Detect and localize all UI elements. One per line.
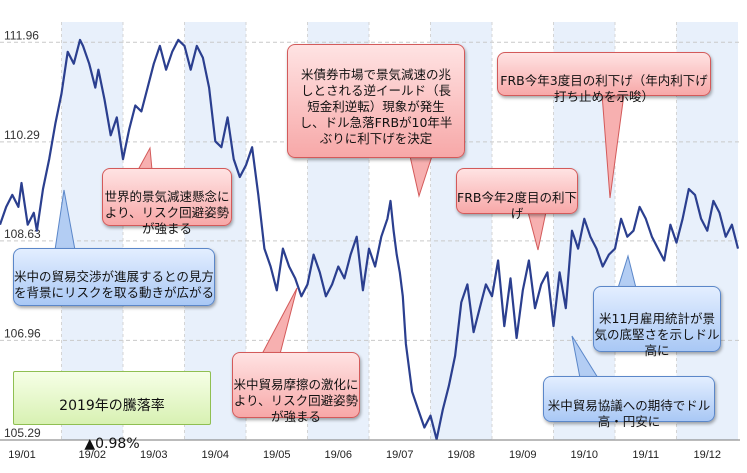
y-tick-label-3: 106.96 xyxy=(4,326,41,340)
y-tick-label-2: 108.63 xyxy=(4,227,41,241)
x-tick-label-4: 19/05 xyxy=(263,449,291,461)
annotation-frb-second-cut-text: FRB今年2度目の利下げ xyxy=(457,190,577,221)
y-tick-label-0: 111.96 xyxy=(4,28,39,42)
x-tick-label-9: 19/10 xyxy=(570,449,598,461)
y-tick-label-4: 105.29 xyxy=(4,426,41,440)
yearly-change-value: ▲0.98% xyxy=(84,436,140,452)
x-tick-label-11: 19/12 xyxy=(693,449,721,461)
annotation-us-china-progress: 米中の貿易交渉が進展するとの見方を背景にリスクを取る動きが広がる xyxy=(13,248,215,306)
y-tick-label-1: 110.29 xyxy=(4,128,40,142)
x-tick-label-2: 19/03 xyxy=(140,449,168,461)
annotation-yield-inversion-text: 米債券市場で景気減速の兆しとされる逆イールド（長短金利逆転）現象が発生し、ドル急… xyxy=(299,67,453,146)
x-tick-label-1: 19/02 xyxy=(78,449,106,461)
annotation-yield-inversion: 米債券市場で景気減速の兆しとされる逆イールド（長短金利逆転）現象が発生し、ドル急… xyxy=(287,44,465,158)
pointer-frb-second-cut xyxy=(527,211,547,251)
annotation-trade-talks-hope-text: 米中貿易協議への期待でドル高・円安に xyxy=(547,398,711,429)
x-tick-label-8: 19/09 xyxy=(509,449,537,461)
annotation-frb-second-cut: FRB今年2度目の利下げ xyxy=(456,168,578,221)
yearly-change-box: 2019年の騰落率 ▲0.98% xyxy=(13,371,211,452)
annotation-global-slowdown: 世界的景気減速懸念により、リスク回避姿勢が強まる xyxy=(102,168,232,236)
yearly-change-title: 2019年の騰落率 xyxy=(59,398,165,414)
annotation-trade-talks-hope: 米中貿易協議への期待でドル高・円安に xyxy=(543,376,715,429)
x-tick-label-0: 19/01 xyxy=(8,449,36,461)
annotation-us-jobs-text: 米11月雇用統計が景気の底堅さを示しドル高に xyxy=(594,311,720,358)
x-tick-label-10: 19/11 xyxy=(632,449,659,461)
x-tick-label-3: 19/04 xyxy=(201,449,229,461)
annotation-global-slowdown-text: 世界的景気減速懸念により、リスク回避姿勢が強まる xyxy=(104,189,230,236)
annotation-us-china-progress-text: 米中の貿易交渉が進展するとの見方を背景にリスクを取る動きが広がる xyxy=(14,269,215,300)
x-tick-label-6: 19/07 xyxy=(386,449,414,461)
pointer-yield-inversion xyxy=(409,155,433,198)
annotation-trade-friction-text: 米中貿易摩擦の激化により、リスク回避姿勢が強まる xyxy=(233,377,359,424)
axis-ticks: 111.96 110.29 108.63 106.96 105.29 19/01 19/02… xyxy=(4,28,721,461)
pointer-trade-friction xyxy=(261,287,298,355)
pointer-global-slowdown xyxy=(137,146,153,171)
x-tick-label-5: 19/06 xyxy=(324,449,352,461)
usd-jpy-series-line xyxy=(0,38,740,441)
annotation-trade-friction: 米中貿易摩擦の激化により、リスク回避姿勢が強まる xyxy=(232,352,360,424)
annotation-frb-third-cut-text: FRB今年3度目の利下げ（年内利下げ打ち止めを示唆） xyxy=(500,73,708,104)
annotation-frb-third-cut: FRB今年3度目の利下げ（年内利下げ打ち止めを示唆） xyxy=(497,52,711,104)
annotation-us-jobs: 米11月雇用統計が景気の底堅さを示しドル高に xyxy=(593,286,721,358)
x-tick-label-7: 19/08 xyxy=(447,449,475,461)
pointer-us-jobs xyxy=(617,254,637,289)
